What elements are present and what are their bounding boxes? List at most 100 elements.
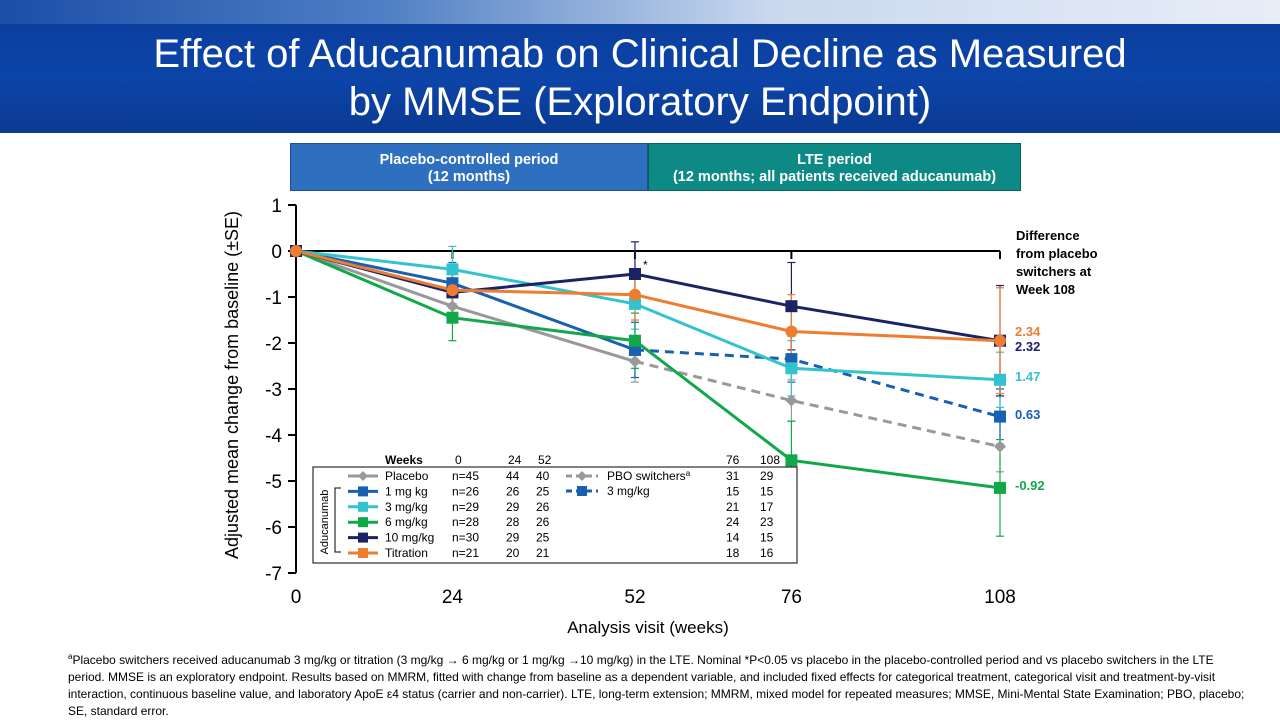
n-table-count: 15 [726,484,740,498]
data-point [628,268,641,280]
data-point [628,297,641,310]
difference-label: 1.47 [1015,369,1040,384]
series-line-placebo [295,249,636,363]
data-point [785,300,798,313]
n-table-week-header: 0 [455,453,462,467]
n-table-count: 18 [726,546,740,560]
n-table-count: 44 [506,469,520,483]
n-table-count: 23 [760,515,774,529]
difference-title-line: from placebo [1016,246,1098,261]
n-table-week-header: 108 [760,453,780,467]
n-table-week-header: 76 [726,453,740,467]
title-banner: Effect of Aducanumab on Clinical Decline… [0,0,1280,133]
n-table-weeks-header: Weeks [385,453,423,467]
n-table-legend-marker [358,501,368,512]
significance-asterisk: * [643,258,648,272]
n-table-count: 28 [506,515,520,529]
lte-period-box: LTE period (12 months; all patients rece… [648,143,1021,191]
n-table-pbo-switchers-marker [577,471,587,481]
data-point [994,334,1006,347]
n-table-count: 26 [506,484,520,498]
footnote: aPlacebo switchers received aducanumab 3… [68,648,1248,720]
n-table-count: 24 [726,515,740,529]
n-table-count: n=28 [452,515,479,529]
slide-title: Effect of Aducanumab on Clinical Decline… [0,30,1280,126]
slide-title-line1: Effect of Aducanumab on Clinical Decline… [153,32,1127,76]
n-table-legend-marker [358,532,368,543]
n-table-legend-marker [358,471,368,481]
data-point [446,284,459,297]
difference-title: Difference from placebo switchers at Wee… [1016,227,1126,299]
n-table-legend-marker [358,548,368,558]
x-tick-label: 0 [291,587,302,608]
n-table-count: 16 [760,546,774,560]
data-point [785,394,798,407]
n-table-count: n=45 [452,469,479,483]
x-tick-label: 108 [984,587,1016,608]
n-table-count: n=29 [452,500,479,514]
x-axis-title: Analysis visit (weeks) [567,618,729,637]
data-point [785,353,798,366]
n-table-count: 26 [536,500,550,514]
difference-title-line: Difference [1016,228,1080,243]
y-tick-label: 0 [271,242,282,263]
n-table-count: 29 [506,500,520,514]
difference-label: 2.34 [1015,324,1041,339]
y-tick-label: -6 [265,518,282,539]
x-tick-label: 76 [781,587,802,608]
difference-label: -0.92 [1015,478,1045,493]
n-table-pbo-switchers-label: PBO switchersa [607,469,691,483]
n-table-legend-marker [358,517,368,528]
n-table-row-label: Titration [385,546,428,560]
footnote-marker: a [68,652,73,661]
n-table-group-label: Aducanumab [319,490,331,555]
lte-period-duration: (12 months; all patients received aducan… [672,169,997,185]
series-line-pbo-switchers [634,359,1001,448]
y-tick-label: -5 [265,472,282,493]
data-point [628,334,641,347]
n-table-count: 29 [506,531,520,545]
difference-title-line: switchers at [1016,264,1092,279]
n-table-count: n=26 [452,484,479,498]
n-table-count: 29 [760,469,774,483]
n-table-week-header: 52 [538,453,552,467]
y-tick-label: 1 [271,196,282,217]
difference-label: 0.63 [1015,407,1040,422]
n-table-count: 40 [536,469,550,483]
n-table-row-label: 1 mg kg [385,484,428,498]
n-table-row-label: 10 mg/kg [385,531,434,545]
n-table-count: 14 [726,531,740,545]
n-table-count: 21 [536,546,550,560]
n-table-week-header: 24 [508,453,522,467]
data-point [446,311,459,324]
placebo-controlled-period-duration: (12 months) [427,169,511,185]
x-tick-label: 52 [624,587,645,608]
placebo-controlled-period-box: Placebo-controlled period (12 months) [290,143,648,191]
data-point [628,355,641,368]
data-point [446,300,459,313]
n-table-count: n=30 [452,531,479,545]
data-point [994,440,1006,453]
n-table-count: 17 [760,500,774,514]
slide-title-line2: by MMSE (Exploratory Endpoint) [348,80,932,124]
n-table-count: 15 [760,531,774,545]
y-tick-label: -4 [265,426,282,447]
data-point [628,288,641,301]
n-table-count: 26 [536,515,550,529]
n-table-pbo-switchers-sup: a [686,469,691,478]
n-table-count: n=21 [452,546,479,560]
data-point [785,454,798,467]
data-point [446,263,459,276]
n-table-row-label: Placebo [385,469,429,483]
n-table-count: 15 [760,484,774,498]
n-table-count: 25 [536,531,550,545]
data-point [994,373,1006,386]
n-table-dose-switchers-marker [577,486,587,496]
n-table-legend-marker [358,486,368,497]
placebo-controlled-period-label: Placebo-controlled period [379,152,559,168]
banner-highlight [0,0,1280,24]
n-table-dose-switchers-label: 3 mg/kg [607,484,650,498]
data-point [994,481,1006,494]
n-table-count: 21 [726,500,740,514]
